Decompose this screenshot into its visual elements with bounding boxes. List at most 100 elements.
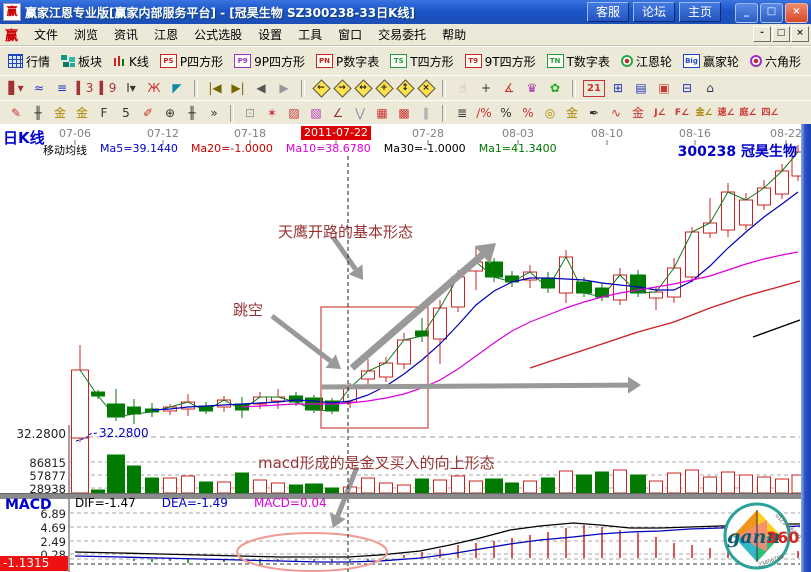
titlebar-button-主页[interactable]: 主页 [679,2,721,22]
gold-fence-2-button[interactable]: 金 [75,105,88,120]
notepad-button[interactable]: ▤ [635,80,647,95]
pane-3-button[interactable]: ▍3 [76,80,94,95]
v-wave-button[interactable]: ⋁ [355,105,365,120]
menu-item-公式选股[interactable]: 公式选股 [194,28,243,42]
menu-bar: 赢 文件 浏览 资讯 江恩 公式选股 设置 工具 窗口 交易委托 帮助 [0,24,811,46]
toolbar-button-p-square[interactable]: PS P四方形 [158,51,225,71]
toolbar-button-kline[interactable]: K线 [111,51,151,71]
angle-gold-button[interactable]: 金∠ [695,107,713,118]
menu-item-江恩[interactable]: 江恩 [154,28,179,42]
calendar-21-button[interactable]: 21 [583,79,605,97]
nav-first-button[interactable]: |◀ [208,80,222,95]
candle-single-dropdown-button[interactable]: I▾ [126,80,136,95]
swirl-5-button[interactable]: 5 [122,105,130,120]
menu-item-浏览[interactable]: 浏览 [74,28,99,42]
overlay-indicator-button[interactable]: ≈ [33,80,45,95]
close-button[interactable]: × [785,3,808,23]
volume-bar [757,476,771,494]
menu-item-文件[interactable]: 文件 [34,28,59,42]
clock-cycle-button[interactable]: ⊕ [164,105,176,120]
menu-item-设置[interactable]: 设置 [258,28,283,42]
minimize-button[interactable]: _ [735,3,758,23]
pc-link-button[interactable]: ⌂ [706,80,714,95]
hand-tool-button[interactable]: ☝ [459,80,467,95]
toolbar-button-winner-wheel[interactable]: Big 赢家轮 [681,51,741,71]
fence-plain-button[interactable]: ╫ [188,105,196,120]
diamond-right-button[interactable]: → [333,79,352,98]
toolbar-button-t-square[interactable]: TS T四方形 [388,51,455,71]
nav-last-button[interactable]: ▶| [231,80,245,95]
wave-a-button[interactable]: ∿ [610,105,622,120]
grid-red-button[interactable]: ▦ [376,105,388,120]
calculator-button[interactable]: ⊞ [612,80,624,95]
mdi-minimize-button[interactable]: - [753,26,771,42]
depth-bars-button[interactable]: ≣ [456,105,468,120]
mdi-restore-button[interactable]: □ [772,26,790,42]
pen-red-button[interactable]: ✎ [10,105,22,120]
menu-item-工具[interactable]: 工具 [298,28,323,42]
maximize-button[interactable]: □ [760,3,783,23]
mdi-close-button[interactable]: × [791,26,809,42]
menu-item-帮助[interactable]: 帮助 [442,28,467,42]
pen-measure-button[interactable]: ✐ [142,105,154,120]
crosshair-tool-button[interactable]: + [480,80,492,95]
grid-red-2-button[interactable]: ▩ [398,105,410,120]
toolbar-button-hexagon[interactable]: 六角形 [748,51,803,71]
stock-info-button[interactable]: ≡ [56,80,68,95]
diamond-close-button[interactable]: × [417,79,436,98]
diamond-expand-button[interactable]: + [375,79,394,98]
toolbar-button-p-number-table[interactable]: PN P数字表 [314,51,381,71]
right-window-border[interactable] [801,124,811,572]
angle-j-button[interactable]: J∠ [654,107,666,118]
diamond-left-button[interactable]: ← [312,79,331,98]
toolbar-button-quotes[interactable]: 行情 [6,51,52,71]
angle-measure-button[interactable]: ∡ [503,80,515,95]
box-tool-button[interactable]: ⊡ [244,105,256,120]
toolbar-button-sectors[interactable]: 板块 [59,51,104,71]
toolbar-button-gann-wheel[interactable]: 江恩轮 [619,51,674,71]
parallel-lines-button[interactable]: ∥ [423,105,429,120]
angle-si-button[interactable]: 四∠ [761,107,779,118]
pane-9-button[interactable]: ▍9 [99,80,117,95]
pattern-red-button[interactable]: Ж [147,80,161,95]
nav-next-button[interactable]: ▶ [279,80,289,95]
gold-fence-1-button[interactable]: 金 [53,105,66,120]
toolbar-button-t-number-table[interactable]: TN T数字表 [545,51,612,71]
box-fan-button[interactable]: ▧ [310,105,322,120]
diamond-vertical-button[interactable]: ↕ [396,79,415,98]
menu-item-交易委托[interactable]: 交易委托 [378,28,427,42]
titlebar-button-客服[interactable]: 客服 [587,2,629,22]
more-draw-tools-button[interactable]: » [210,105,218,120]
toolbar-button-9t-square[interactable]: T9 9T四方形 [463,51,538,71]
toolbar-button-9p-square[interactable]: P9 9P四方形 [232,51,307,71]
titlebar-button-论坛[interactable]: 论坛 [633,2,675,22]
fence-f-button[interactable]: F [100,105,108,120]
gann-fence-button[interactable]: ╫ [34,105,42,120]
angle-f-button[interactable]: F∠ [674,107,690,118]
nav-prev-button[interactable]: ◀ [256,80,266,95]
title-bar: 赢 赢家江恩专业版[赢家内部服务平台] - [冠昊生物 SZ300238-33日… [0,0,811,24]
crown-purple-button[interactable]: ♛ [526,80,538,95]
menu-item-窗口[interactable]: 窗口 [338,28,363,42]
gap-highlight-box [320,306,429,429]
angle-ting-button[interactable]: 庭∠ [739,107,757,118]
menu-item-资讯[interactable]: 资讯 [114,28,139,42]
pane-separator[interactable] [0,493,801,499]
gold-line-button[interactable]: 金 [565,105,578,120]
pct-button[interactable]: % [500,105,512,120]
fan-angle-button[interactable]: ∠ [332,105,344,120]
gold-red-button[interactable]: 金 [631,105,644,120]
diamond-both-button[interactable]: ↔ [354,79,373,98]
color-flag-button[interactable]: ◤ [172,80,182,95]
gold-circle-button[interactable]: ◎ [544,105,556,120]
box-rays-button[interactable]: ▨ [288,105,300,120]
angle-su-button[interactable]: 速∠ [717,107,735,118]
save-button[interactable]: ▣ [658,80,670,95]
pen-black-button[interactable]: ✒ [588,105,600,120]
kline-style-dropdown-button[interactable]: ▋▾ [8,80,24,95]
scribble-green-button[interactable]: ✿ [549,80,561,95]
pct-slash-button[interactable]: ∕% [476,105,492,120]
chart-export-button[interactable]: ⊟ [681,80,693,95]
pct-line-button[interactable]: % [522,105,534,120]
rays-red-button[interactable]: ✶ [266,105,278,120]
